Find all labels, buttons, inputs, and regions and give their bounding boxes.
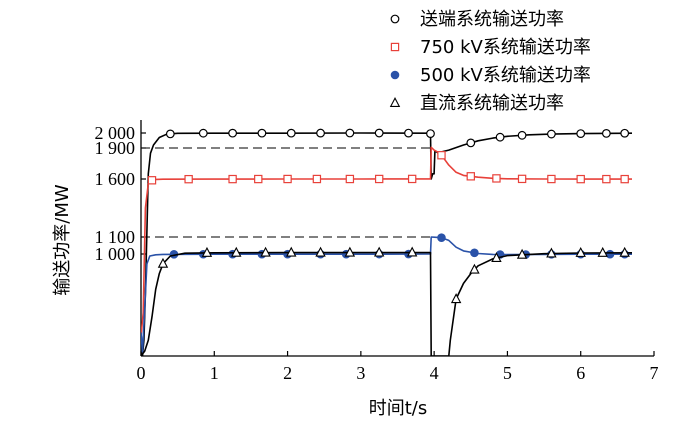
x-tick-label: 6 — [576, 363, 585, 383]
series-1-point — [495, 132, 505, 142]
series-2-point — [312, 174, 322, 184]
series-4 — [141, 246, 633, 356]
series-4-point — [315, 246, 326, 257]
series-1-point — [466, 138, 476, 148]
legend-item-4: 直流系统输送功率 — [389, 93, 564, 114]
series-4-point — [201, 246, 213, 257]
legend-label-3: 500 kV系统输送功率 — [420, 65, 591, 86]
series-4-point — [450, 293, 462, 304]
series-2-point — [407, 174, 417, 184]
legend-label-4: 直流系统输送功率 — [420, 93, 564, 114]
series-4-point — [231, 246, 242, 257]
series-4-line — [141, 251, 633, 356]
series-1-point — [547, 129, 556, 139]
legend-label-1: 送端系统输送功率 — [420, 9, 564, 30]
series-1-point — [620, 128, 630, 138]
series-1-point — [374, 128, 384, 138]
series-2-point — [620, 174, 629, 184]
series-2-point — [547, 174, 556, 184]
series-4-point — [491, 252, 502, 263]
series-1-point — [286, 128, 296, 138]
series-4-point — [157, 257, 169, 268]
series-2-point — [283, 174, 292, 184]
series-layer — [141, 128, 633, 356]
series-1-point — [601, 128, 611, 138]
series-1-point — [228, 128, 238, 138]
series-1-point — [198, 128, 208, 138]
series-1-point — [426, 129, 435, 139]
x-axis-title: 时间t/s — [369, 398, 428, 419]
series-4-point — [344, 246, 356, 257]
series-2-point — [517, 174, 527, 184]
series-1-point — [345, 128, 355, 138]
x-tick-label: 3 — [356, 363, 365, 383]
series-4-point — [469, 263, 480, 274]
y-tick-label: 1 100 — [95, 227, 136, 247]
series-2-point — [345, 174, 355, 184]
series-2-point — [184, 174, 193, 184]
series-4-point — [516, 248, 528, 259]
y-tick-label: 1 900 — [95, 138, 136, 158]
legend-item-1: 送端系统输送功率 — [390, 9, 564, 30]
series-1-point — [517, 130, 527, 140]
series-1-line — [141, 132, 633, 356]
series-1 — [141, 128, 633, 356]
series-3-point — [437, 233, 446, 242]
series-4-point — [406, 246, 418, 257]
y-tick-label: 2 000 — [95, 123, 136, 143]
series-4-point — [575, 246, 586, 257]
series-2-point — [147, 176, 157, 185]
series-2-line — [141, 146, 632, 337]
series-4-point — [597, 246, 608, 257]
legend-marker-4 — [389, 97, 401, 107]
series-3-line — [141, 236, 632, 353]
x-tick-label: 4 — [430, 363, 439, 383]
series-2-point — [374, 174, 384, 184]
series-4-point — [373, 246, 385, 257]
series-4-point — [546, 247, 557, 258]
x-tick-label: 5 — [503, 363, 512, 383]
legend-item-3: 500 kV系统输送功率 — [390, 65, 591, 86]
series-4-point — [286, 246, 297, 257]
series-1-point — [257, 128, 267, 138]
series-2-point — [492, 174, 501, 183]
x-tick-label: 1 — [210, 363, 219, 383]
series-2-point — [254, 174, 263, 184]
series-4-point — [619, 246, 630, 257]
legend-marker-3 — [390, 70, 400, 80]
legend-marker-2 — [390, 42, 400, 52]
legend-label-2: 750 kV系统输送功率 — [420, 37, 591, 58]
series-2-point — [228, 174, 237, 184]
series-1-point — [404, 128, 413, 138]
x-tick-label: 7 — [650, 363, 659, 383]
series-2 — [141, 146, 632, 337]
series-1-point — [316, 128, 325, 138]
series-1-point — [165, 129, 175, 139]
series-2-point — [602, 174, 611, 184]
y-tick-label: 1 600 — [95, 169, 136, 189]
series-3 — [141, 233, 632, 353]
legend-marker-1 — [390, 14, 400, 24]
series-3-point — [470, 248, 479, 258]
y-tick-label: 1 000 — [95, 244, 136, 264]
series-4-point — [260, 246, 271, 257]
y-axis-title: 输送功率/MW — [52, 184, 73, 296]
series-1-point — [576, 129, 586, 139]
legend-item-2: 750 kV系统输送功率 — [390, 37, 591, 58]
x-tick-label: 0 — [137, 363, 146, 383]
series-2-point — [576, 174, 585, 184]
x-tick-label: 2 — [283, 363, 292, 383]
series-2-point — [466, 172, 475, 181]
series-2-point — [437, 151, 446, 160]
